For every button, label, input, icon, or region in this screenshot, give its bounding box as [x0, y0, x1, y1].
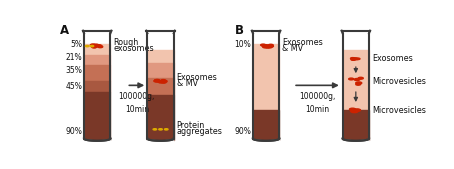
Text: aggregates: aggregates	[177, 127, 222, 136]
Text: 35%: 35%	[65, 66, 82, 75]
Circle shape	[154, 80, 159, 82]
Ellipse shape	[343, 137, 369, 141]
Text: 10min: 10min	[125, 105, 149, 114]
Text: 90%: 90%	[234, 127, 251, 136]
Circle shape	[153, 129, 157, 130]
Polygon shape	[343, 139, 369, 147]
Circle shape	[90, 45, 94, 47]
Bar	[148, 63, 174, 78]
Circle shape	[351, 58, 355, 60]
Bar	[84, 65, 110, 81]
Polygon shape	[253, 139, 279, 147]
Text: 21%: 21%	[66, 53, 82, 62]
Bar	[148, 50, 174, 63]
Circle shape	[158, 81, 163, 83]
Text: 90%: 90%	[65, 127, 82, 136]
Circle shape	[353, 58, 357, 59]
Circle shape	[262, 45, 267, 47]
Bar	[253, 33, 279, 44]
Circle shape	[356, 58, 360, 60]
Bar	[253, 44, 279, 110]
Text: Microvesicles: Microvesicles	[372, 106, 426, 115]
Ellipse shape	[84, 137, 110, 141]
Bar	[84, 92, 110, 140]
Circle shape	[263, 46, 268, 48]
Text: & MV: & MV	[282, 44, 303, 53]
Circle shape	[268, 45, 273, 47]
Circle shape	[155, 80, 160, 82]
Ellipse shape	[148, 137, 174, 141]
Circle shape	[164, 129, 168, 130]
Circle shape	[267, 46, 272, 48]
Text: 45%: 45%	[65, 82, 82, 91]
Circle shape	[356, 83, 360, 85]
Bar	[84, 81, 110, 92]
Circle shape	[92, 46, 97, 48]
Circle shape	[159, 129, 163, 130]
Circle shape	[266, 45, 271, 47]
Circle shape	[351, 59, 355, 60]
Text: Protein: Protein	[177, 121, 205, 130]
Circle shape	[354, 78, 360, 81]
Circle shape	[356, 82, 362, 84]
Ellipse shape	[253, 137, 279, 141]
Text: A: A	[60, 24, 69, 37]
Text: Exosomes: Exosomes	[372, 54, 413, 63]
Text: exosomes: exosomes	[113, 44, 154, 53]
Circle shape	[268, 44, 273, 46]
Bar	[343, 50, 369, 110]
Circle shape	[351, 110, 358, 113]
Text: Rough: Rough	[113, 38, 138, 47]
Bar	[84, 33, 110, 44]
Circle shape	[264, 45, 269, 46]
Circle shape	[354, 109, 360, 111]
Circle shape	[96, 45, 101, 46]
Bar	[84, 44, 110, 55]
Circle shape	[162, 80, 167, 82]
Circle shape	[85, 45, 89, 47]
Circle shape	[155, 79, 159, 81]
Circle shape	[92, 46, 97, 48]
Text: Exosomes: Exosomes	[177, 73, 217, 82]
Polygon shape	[84, 139, 110, 147]
Circle shape	[154, 80, 159, 82]
Text: 10%: 10%	[234, 40, 251, 49]
Circle shape	[350, 58, 355, 59]
Text: 5%: 5%	[70, 40, 82, 49]
Circle shape	[94, 44, 99, 46]
Bar	[253, 110, 279, 140]
Bar	[84, 55, 110, 65]
Circle shape	[354, 58, 358, 60]
Circle shape	[358, 77, 363, 79]
Text: Exosomes: Exosomes	[282, 38, 323, 47]
Text: 100000g,: 100000g,	[299, 92, 336, 101]
Circle shape	[158, 81, 163, 83]
Circle shape	[349, 78, 354, 80]
Circle shape	[265, 46, 270, 48]
Circle shape	[161, 81, 166, 83]
Polygon shape	[148, 139, 174, 147]
Text: & MV: & MV	[177, 79, 197, 88]
Circle shape	[90, 44, 95, 46]
Circle shape	[98, 46, 103, 48]
Circle shape	[265, 46, 270, 48]
Bar	[148, 95, 174, 140]
Circle shape	[91, 44, 96, 46]
Circle shape	[161, 80, 166, 81]
Text: 100000g,: 100000g,	[118, 92, 155, 101]
Circle shape	[97, 45, 102, 47]
Circle shape	[261, 44, 266, 46]
Circle shape	[262, 45, 267, 47]
Text: Microvesicles: Microvesicles	[372, 77, 426, 86]
Bar	[148, 33, 174, 50]
Bar	[148, 78, 174, 95]
Bar	[343, 33, 369, 50]
Circle shape	[350, 108, 355, 111]
Circle shape	[93, 45, 98, 47]
Bar	[343, 110, 369, 140]
Text: B: B	[234, 24, 243, 37]
Text: 10min: 10min	[306, 105, 330, 114]
